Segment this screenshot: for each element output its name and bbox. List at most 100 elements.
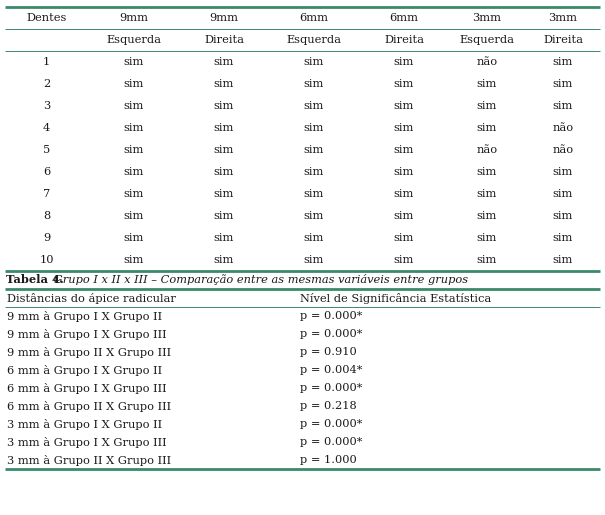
Text: 3mm: 3mm	[473, 13, 502, 23]
Text: sim: sim	[214, 233, 234, 243]
Text: sim: sim	[214, 211, 234, 221]
Text: sim: sim	[214, 79, 234, 89]
Text: p = 0.218: p = 0.218	[300, 401, 357, 411]
Text: não: não	[552, 123, 574, 133]
Text: p = 0.000*: p = 0.000*	[300, 311, 362, 321]
Text: Distâncias do ápice radicular: Distâncias do ápice radicular	[7, 293, 176, 303]
Text: sim: sim	[304, 255, 324, 265]
Text: sim: sim	[477, 101, 497, 111]
Text: sim: sim	[477, 189, 497, 199]
Text: Esquerda: Esquerda	[287, 35, 341, 45]
Text: sim: sim	[214, 123, 234, 133]
Text: p = 0.000*: p = 0.000*	[300, 419, 362, 429]
Text: Nível de Significância Estatística: Nível de Significância Estatística	[300, 293, 491, 303]
Text: Direita: Direita	[204, 35, 244, 45]
Text: sim: sim	[477, 255, 497, 265]
Text: 6 mm à Grupo I X Grupo II: 6 mm à Grupo I X Grupo II	[7, 365, 162, 375]
Text: sim: sim	[553, 211, 573, 221]
Text: 9mm: 9mm	[120, 13, 148, 23]
Text: Tabela 4.: Tabela 4.	[6, 274, 64, 285]
Text: 3 mm à Grupo I X Grupo II: 3 mm à Grupo I X Grupo II	[7, 419, 162, 430]
Text: sim: sim	[214, 57, 234, 67]
Text: sim: sim	[124, 167, 144, 177]
Text: sim: sim	[553, 57, 573, 67]
Text: sim: sim	[553, 233, 573, 243]
Text: sim: sim	[394, 189, 414, 199]
Text: 4: 4	[43, 123, 50, 133]
Text: sim: sim	[304, 101, 324, 111]
Text: sim: sim	[214, 145, 234, 155]
Text: 9 mm à Grupo I X Grupo II: 9 mm à Grupo I X Grupo II	[7, 311, 162, 321]
Text: sim: sim	[304, 145, 324, 155]
Text: sim: sim	[304, 57, 324, 67]
Text: sim: sim	[124, 79, 144, 89]
Text: 3 mm à Grupo I X Grupo III: 3 mm à Grupo I X Grupo III	[7, 437, 166, 448]
Text: sim: sim	[304, 211, 324, 221]
Text: sim: sim	[214, 255, 234, 265]
Text: sim: sim	[477, 79, 497, 89]
Text: 5: 5	[43, 145, 50, 155]
Text: 6: 6	[43, 167, 50, 177]
Text: 7: 7	[43, 189, 50, 199]
Text: sim: sim	[394, 145, 414, 155]
Text: sim: sim	[394, 211, 414, 221]
Text: sim: sim	[394, 57, 414, 67]
Text: 10: 10	[39, 255, 54, 265]
Text: 1: 1	[43, 57, 50, 67]
Text: 3: 3	[43, 101, 50, 111]
Text: Direita: Direita	[543, 35, 583, 45]
Text: não: não	[552, 145, 574, 155]
Text: sim: sim	[304, 189, 324, 199]
Text: p = 0.004*: p = 0.004*	[300, 365, 362, 375]
Text: 8: 8	[43, 211, 50, 221]
Text: não: não	[477, 57, 497, 67]
Text: 3mm: 3mm	[549, 13, 578, 23]
Text: sim: sim	[304, 167, 324, 177]
Text: sim: sim	[477, 233, 497, 243]
Text: sim: sim	[124, 255, 144, 265]
Text: p = 0.000*: p = 0.000*	[300, 383, 362, 393]
Text: p = 0.910: p = 0.910	[300, 347, 357, 357]
Text: sim: sim	[124, 123, 144, 133]
Text: sim: sim	[553, 101, 573, 111]
Text: sim: sim	[553, 189, 573, 199]
Text: sim: sim	[124, 101, 144, 111]
Text: Esquerda: Esquerda	[460, 35, 514, 45]
Text: 2: 2	[43, 79, 50, 89]
Text: sim: sim	[214, 167, 234, 177]
Text: sim: sim	[553, 79, 573, 89]
Text: sim: sim	[124, 57, 144, 67]
Text: sim: sim	[124, 233, 144, 243]
Text: 9mm: 9mm	[209, 13, 238, 23]
Text: não: não	[477, 145, 497, 155]
Text: sim: sim	[477, 123, 497, 133]
Text: sim: sim	[553, 167, 573, 177]
Text: p = 1.000: p = 1.000	[300, 455, 357, 465]
Text: p = 0.000*: p = 0.000*	[300, 329, 362, 339]
Text: 9: 9	[43, 233, 50, 243]
Text: sim: sim	[394, 233, 414, 243]
Text: sim: sim	[394, 167, 414, 177]
Text: Direita: Direita	[384, 35, 424, 45]
Text: sim: sim	[124, 211, 144, 221]
Text: 3 mm à Grupo II X Grupo III: 3 mm à Grupo II X Grupo III	[7, 455, 171, 466]
Text: sim: sim	[394, 101, 414, 111]
Text: sim: sim	[304, 233, 324, 243]
Text: Esquerda: Esquerda	[106, 35, 162, 45]
Text: 6mm: 6mm	[390, 13, 419, 23]
Text: sim: sim	[477, 211, 497, 221]
Text: sim: sim	[304, 79, 324, 89]
Text: sim: sim	[214, 101, 234, 111]
Text: 9 mm à Grupo I X Grupo III: 9 mm à Grupo I X Grupo III	[7, 329, 166, 339]
Text: p = 0.000*: p = 0.000*	[300, 437, 362, 447]
Text: sim: sim	[124, 189, 144, 199]
Text: sim: sim	[304, 123, 324, 133]
Text: Grupo I x II x III – Comparação entre as mesmas variáveis entre grupos: Grupo I x II x III – Comparação entre as…	[50, 274, 468, 285]
Text: 6 mm à Grupo I X Grupo III: 6 mm à Grupo I X Grupo III	[7, 383, 166, 393]
Text: 9 mm à Grupo II X Grupo III: 9 mm à Grupo II X Grupo III	[7, 347, 171, 357]
Text: sim: sim	[394, 79, 414, 89]
Text: sim: sim	[124, 145, 144, 155]
Text: sim: sim	[394, 123, 414, 133]
Text: sim: sim	[214, 189, 234, 199]
Text: 6mm: 6mm	[299, 13, 329, 23]
